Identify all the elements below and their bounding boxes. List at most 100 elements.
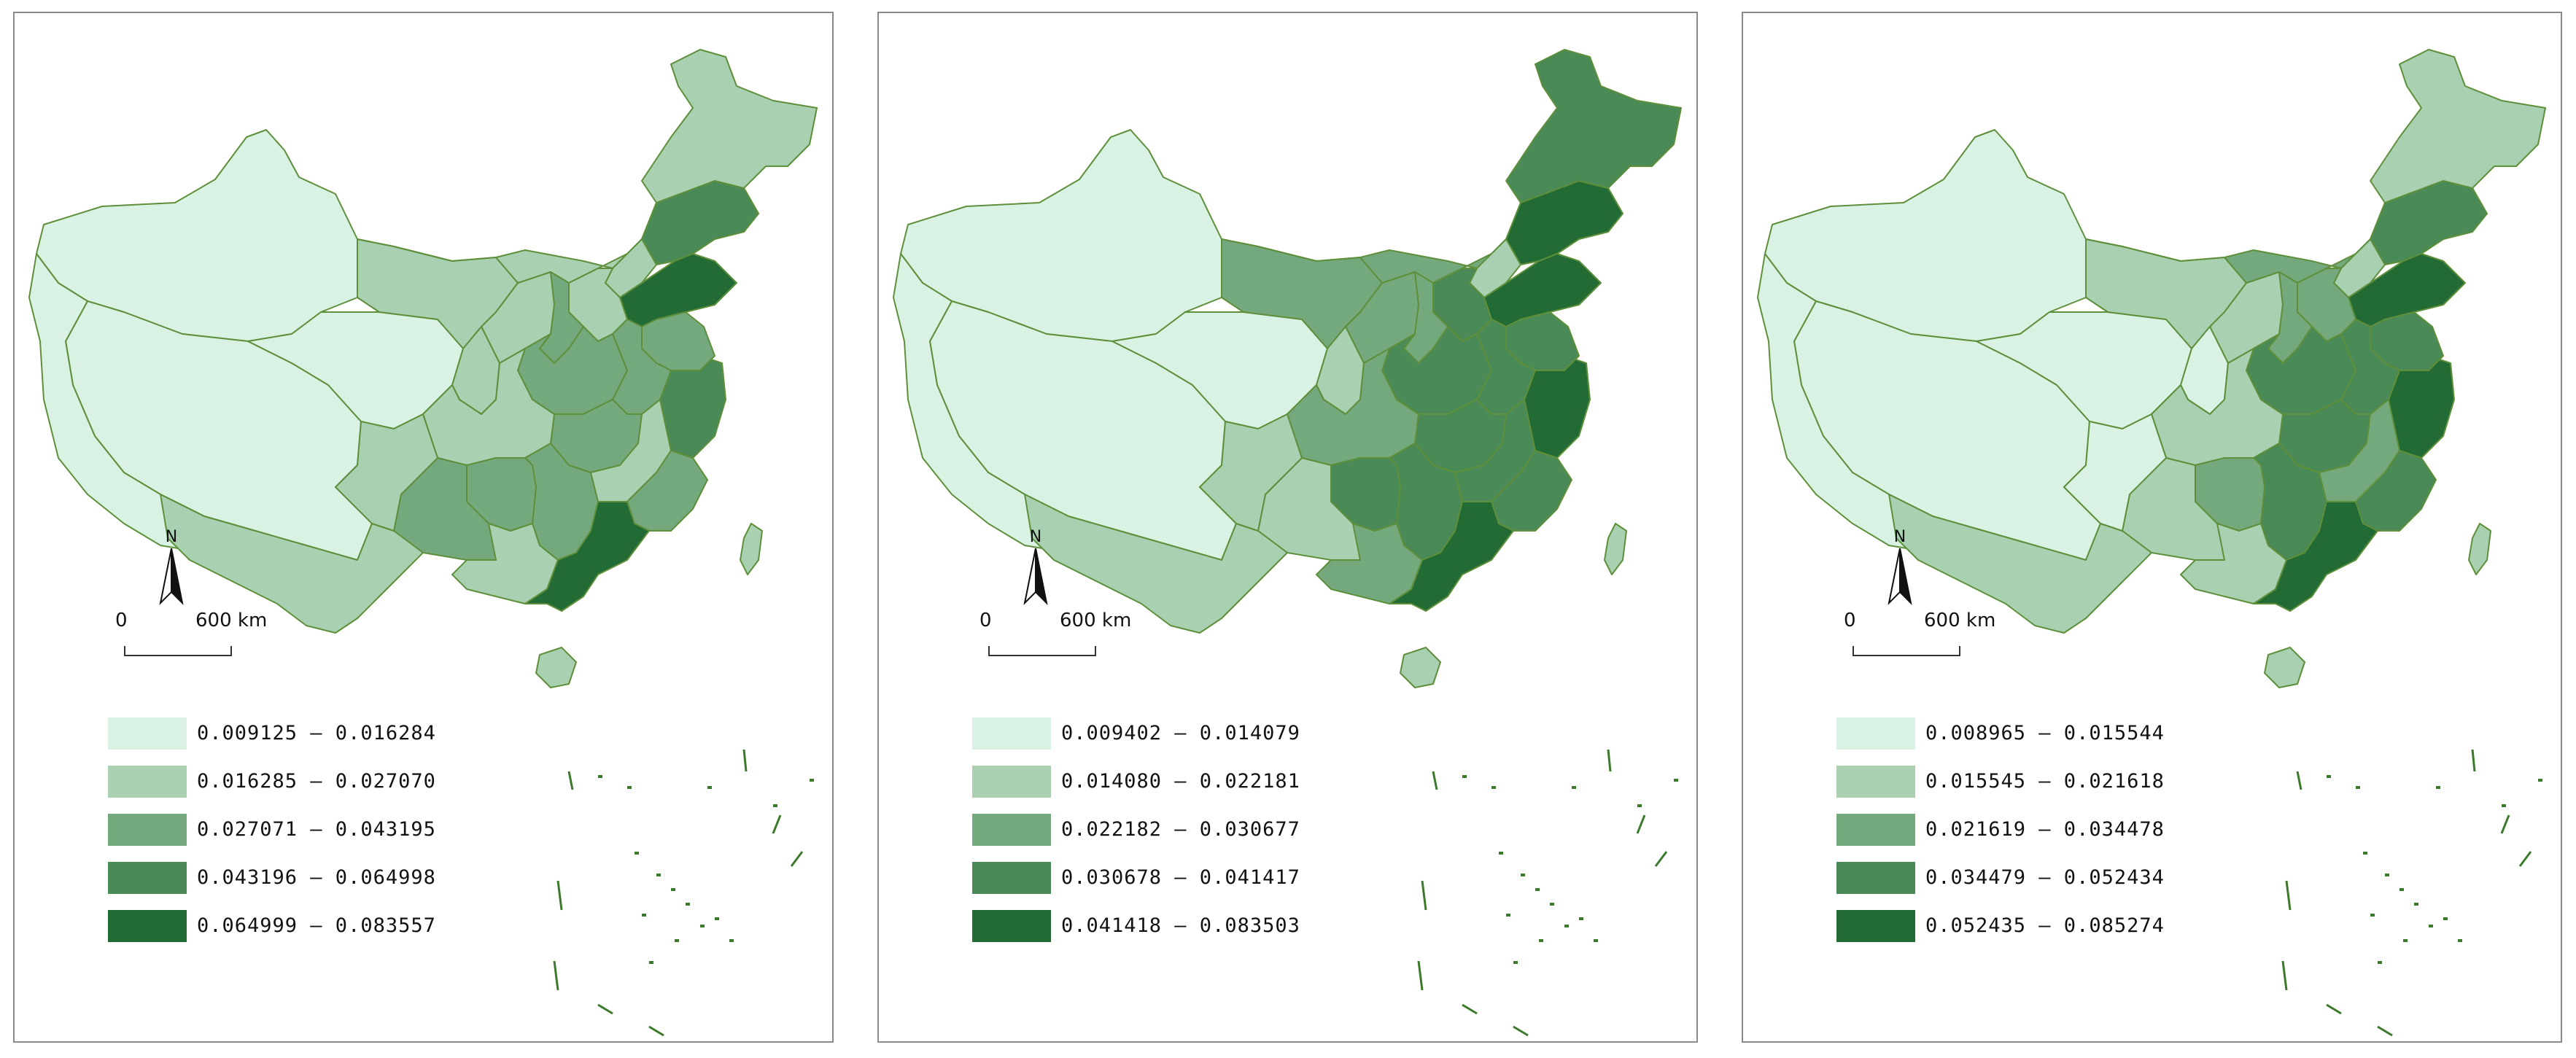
boundary-dash bbox=[553, 960, 559, 991]
scale-bar: 0 600 km bbox=[109, 610, 267, 656]
north-arrow-icon bbox=[159, 548, 184, 606]
province-region bbox=[612, 319, 672, 415]
island-mark bbox=[2327, 775, 2331, 778]
legend-swatch bbox=[972, 717, 1051, 750]
island-mark bbox=[1564, 925, 1569, 927]
province-region bbox=[740, 523, 763, 575]
province-region bbox=[2264, 647, 2305, 688]
boundary-dash bbox=[1607, 749, 1612, 772]
island-mark bbox=[1462, 775, 1467, 778]
province-region bbox=[535, 647, 577, 688]
north-arrow-icon bbox=[1023, 548, 1048, 606]
north-label: N bbox=[1893, 528, 1906, 546]
province-region bbox=[1888, 494, 2152, 634]
legend-label: 0.064999 – 0.083557 bbox=[197, 914, 436, 937]
boundary-dash bbox=[1462, 1003, 1478, 1015]
island-mark bbox=[729, 939, 734, 942]
island-mark bbox=[2403, 939, 2408, 942]
legend-swatch bbox=[1836, 717, 1915, 750]
legend-swatch bbox=[108, 766, 187, 798]
legend-label: 0.022182 – 0.030677 bbox=[1061, 818, 1300, 841]
scale-bar-line bbox=[988, 646, 1096, 656]
boundary-dash bbox=[1513, 1025, 1529, 1037]
legend-swatch bbox=[972, 910, 1051, 942]
island-mark bbox=[1499, 852, 1503, 855]
province-region bbox=[1476, 319, 1536, 415]
north-arrow: N bbox=[1882, 528, 1918, 608]
island-mark bbox=[2429, 925, 2433, 927]
boundary-dash bbox=[2296, 771, 2303, 790]
legend-swatch bbox=[108, 814, 187, 846]
province-region bbox=[2468, 523, 2491, 575]
island-mark bbox=[2378, 961, 2382, 964]
province-region bbox=[1389, 501, 1514, 612]
island-mark bbox=[2400, 888, 2404, 891]
island-mark bbox=[2356, 786, 2360, 789]
boundary-dash bbox=[597, 1003, 613, 1015]
province-region bbox=[160, 494, 424, 634]
legend-swatch bbox=[108, 862, 187, 894]
island-mark bbox=[1579, 917, 1583, 920]
legend-label: 0.009402 – 0.014079 bbox=[1061, 722, 1300, 744]
boundary-dash bbox=[1421, 880, 1427, 911]
legend-label: 0.009125 – 0.016284 bbox=[197, 722, 436, 744]
boundary-dash bbox=[1432, 771, 1438, 790]
scale-distance-label: 600 km bbox=[1060, 610, 1132, 631]
island-mark bbox=[2385, 874, 2389, 876]
island-mark bbox=[2538, 779, 2542, 782]
scale-bar: 0 600 km bbox=[974, 610, 1131, 656]
island-mark bbox=[1539, 939, 1543, 942]
island-mark bbox=[675, 939, 679, 942]
map-panel-1: N 0 600 km 0.009125 – 0.016284 0.016285 – 0.… bbox=[13, 12, 834, 1043]
boundary-dash bbox=[567, 771, 574, 790]
scale-bar-line bbox=[124, 646, 232, 656]
boundary-dash bbox=[556, 880, 563, 911]
island-mark bbox=[707, 786, 712, 789]
choropleth-map bbox=[1757, 49, 2546, 1037]
scale-distance-label: 600 km bbox=[1924, 610, 1996, 631]
island-mark bbox=[1572, 786, 1576, 789]
choropleth-map bbox=[893, 49, 1682, 1037]
island-mark bbox=[2443, 917, 2448, 920]
boundary-dash bbox=[742, 749, 748, 772]
province-region bbox=[1024, 494, 1288, 634]
island-mark bbox=[671, 888, 675, 891]
legend-swatch bbox=[972, 766, 1051, 798]
island-mark bbox=[642, 914, 646, 917]
legend-label: 0.015545 – 0.021618 bbox=[1925, 770, 2165, 793]
boundary-dash bbox=[2281, 960, 2288, 991]
boundary-dash bbox=[772, 814, 782, 834]
legend-swatch bbox=[1836, 910, 1915, 942]
legend-swatch bbox=[108, 910, 187, 942]
legend-swatch bbox=[972, 814, 1051, 846]
island-mark bbox=[598, 775, 602, 778]
boundary-dash bbox=[2518, 851, 2532, 867]
island-mark bbox=[773, 804, 777, 807]
province-region bbox=[524, 501, 650, 612]
island-mark bbox=[2458, 939, 2462, 942]
province-region bbox=[641, 49, 818, 203]
north-arrow: N bbox=[1017, 528, 1054, 608]
island-mark bbox=[2502, 804, 2506, 807]
island-mark bbox=[1513, 961, 1518, 964]
boundary-dash bbox=[1417, 960, 1424, 991]
island-mark bbox=[649, 961, 653, 964]
legend-label: 0.014080 – 0.022181 bbox=[1061, 770, 1300, 793]
island-mark bbox=[2436, 786, 2440, 789]
island-mark bbox=[1550, 903, 1554, 906]
north-label: N bbox=[1029, 528, 1042, 546]
island-mark bbox=[1594, 939, 1598, 942]
island-mark bbox=[627, 786, 632, 789]
scale-zero-label: 0 bbox=[1844, 610, 1856, 631]
island-mark bbox=[656, 874, 661, 876]
north-arrow: N bbox=[153, 528, 190, 608]
province-region bbox=[2340, 319, 2400, 415]
legend-label: 0.052435 – 0.085274 bbox=[1925, 914, 2165, 937]
province-region bbox=[1604, 523, 1627, 575]
island-mark bbox=[686, 903, 690, 906]
legend-swatch bbox=[1836, 862, 1915, 894]
boundary-dash bbox=[2500, 814, 2510, 834]
island-mark bbox=[2414, 903, 2418, 906]
boundary-dash bbox=[2471, 749, 2476, 772]
island-mark bbox=[1506, 914, 1510, 917]
